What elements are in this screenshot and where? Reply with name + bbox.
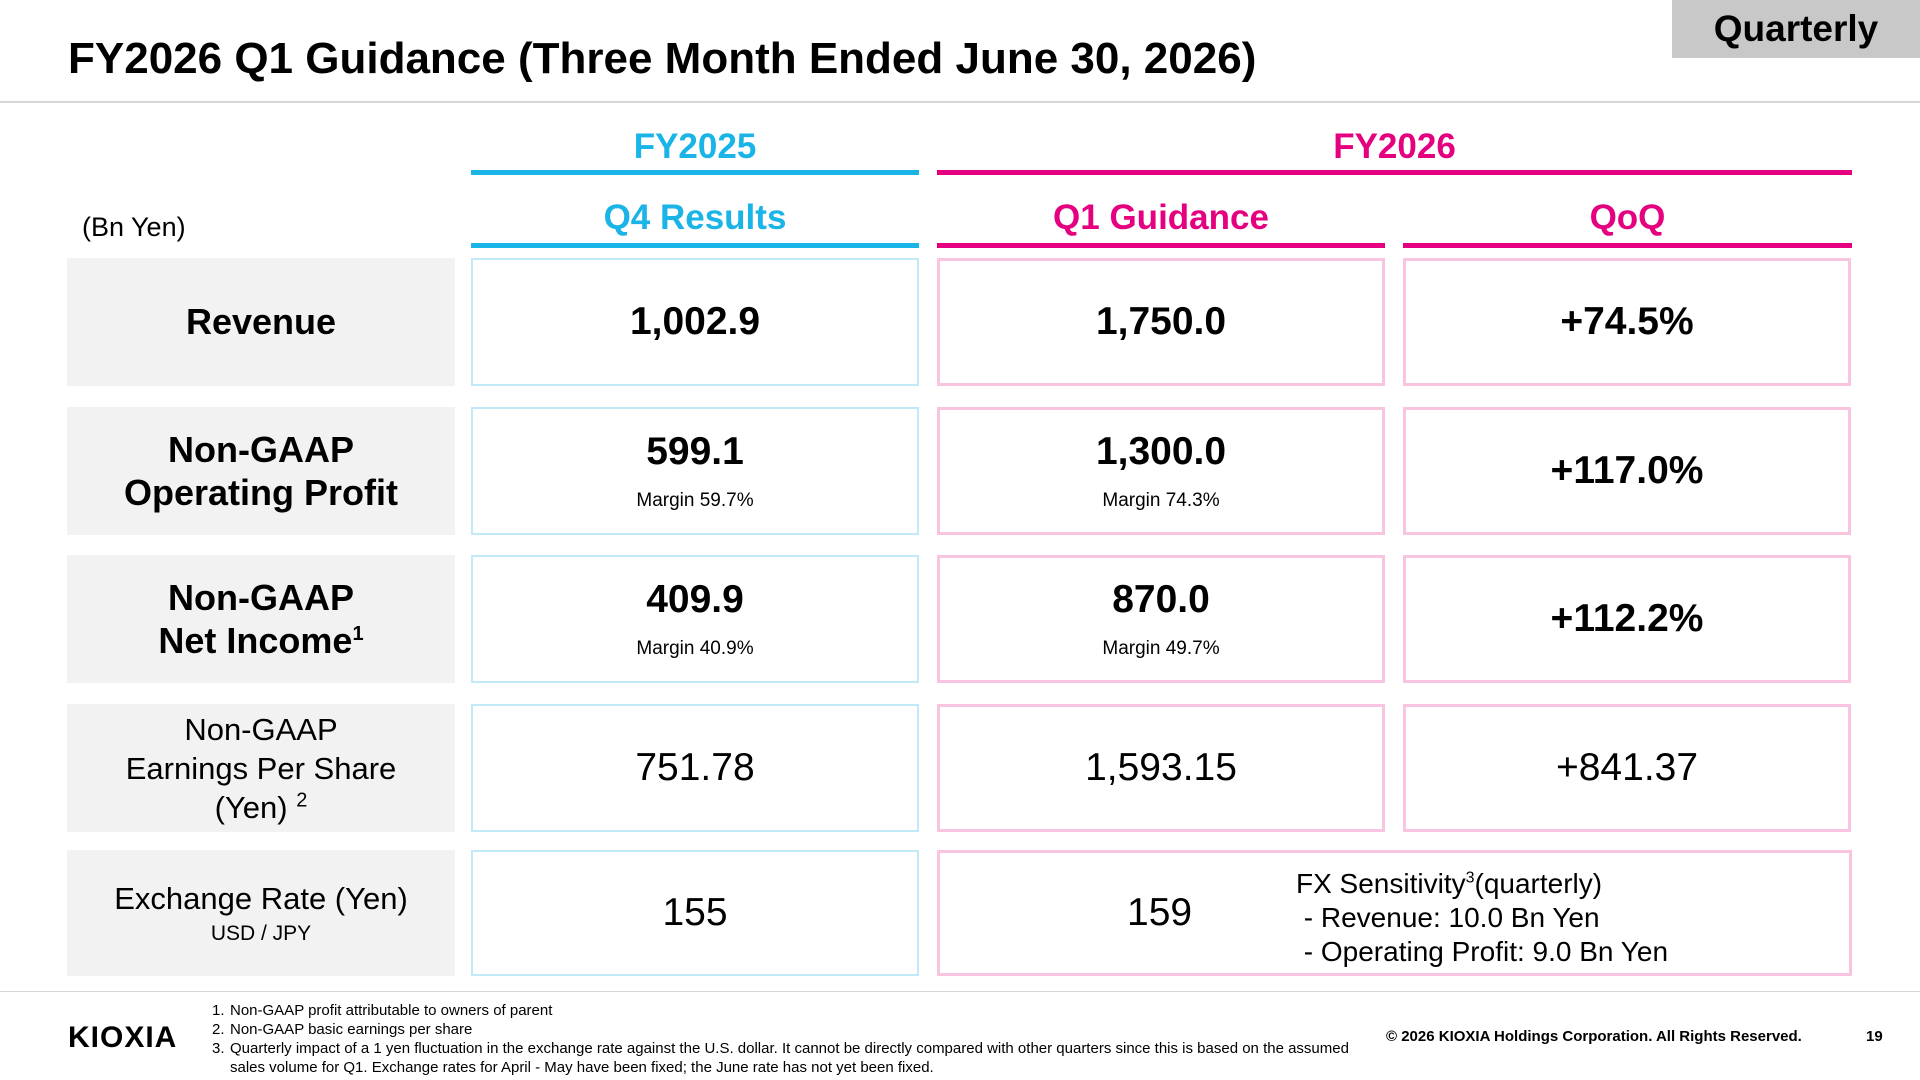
revenue-q1-value: 1,750.0 bbox=[1095, 300, 1227, 343]
footnote-3: 3. Quarterly impact of a 1 yen fluctuatio… bbox=[212, 1040, 1349, 1076]
fx-sensitivity-note: FX Sensitivity3(quarterly) - Revenue: 10… bbox=[1296, 867, 1668, 969]
eps-q1-cell: 1,593.15 bbox=[937, 704, 1385, 832]
op-q1-margin: Margin 74.3% bbox=[1102, 490, 1220, 511]
qoq-header-line bbox=[1403, 243, 1852, 248]
ni-q4-margin: Margin 40.9% bbox=[636, 638, 754, 659]
q4-results-header: Q4 Results bbox=[603, 198, 787, 237]
eps-q4-cell: 751.78 bbox=[471, 704, 919, 832]
eps-q1-value: 1,593.15 bbox=[1085, 746, 1237, 789]
footnote-2: 2. Non-GAAP basic earnings per share bbox=[212, 1021, 473, 1038]
eps-qoq-cell: +841.37 bbox=[1403, 704, 1851, 832]
fx-q4-value: 155 bbox=[662, 891, 728, 934]
revenue-qoq-cell: +74.5% bbox=[1403, 258, 1851, 386]
eps-q4-value: 751.78 bbox=[635, 746, 755, 789]
fx-note-operating-profit: - Operating Profit: 9.0 Bn Yen bbox=[1296, 936, 1669, 967]
fx-note-title: FX Sensitivity bbox=[1296, 868, 1466, 899]
eps-footnote-marker: 2 bbox=[296, 789, 308, 812]
op-q4-value: 599.1 bbox=[646, 430, 744, 473]
row-label-exchange-rate: Exchange Rate (Yen) USD / JPY bbox=[67, 850, 455, 976]
q4-results-header-line bbox=[471, 243, 919, 248]
page-title: FY2026 Q1 Guidance (Three Month Ended Ju… bbox=[68, 34, 1257, 83]
qoq-header: QoQ bbox=[1589, 198, 1666, 237]
fx-note-marker: 3 bbox=[1465, 869, 1475, 887]
fx-q1-cell: 159 FX Sensitivity3(quarterly) - Revenue… bbox=[937, 850, 1852, 976]
fx-label: Exchange Rate (Yen) bbox=[114, 880, 408, 916]
ni-label-line2: Net Income bbox=[158, 620, 353, 661]
ni-q1-cell: 870.0 Margin 49.7% bbox=[937, 555, 1385, 683]
row-label-eps: Non-GAAP Earnings Per Share (Yen) 2 bbox=[67, 704, 455, 832]
copyright: © 2026 KIOXIA Holdings Corporation. All … bbox=[1386, 1028, 1802, 1045]
unit-label: (Bn Yen) bbox=[82, 212, 186, 242]
ni-q1-value: 870.0 bbox=[1112, 578, 1210, 621]
revenue-label: Revenue bbox=[185, 301, 337, 343]
fy2025-header-line bbox=[471, 170, 919, 175]
row-label-revenue: Revenue bbox=[67, 258, 455, 386]
fx-q1-value: 159 bbox=[1127, 891, 1193, 934]
kioxia-logo: KIOXIA bbox=[68, 1021, 178, 1054]
row-label-operating-profit: Non-GAAP Operating Profit bbox=[67, 407, 455, 535]
op-qoq-value: +117.0% bbox=[1550, 449, 1704, 492]
op-qoq-cell: +117.0% bbox=[1403, 407, 1851, 535]
fx-sublabel: USD / JPY bbox=[210, 922, 312, 945]
quarterly-badge: Quarterly bbox=[1672, 0, 1920, 58]
fx-note-title-suffix: (quarterly) bbox=[1474, 868, 1603, 899]
fy2026-header-line bbox=[937, 170, 1852, 175]
ni-q4-cell: 409.9 Margin 40.9% bbox=[471, 555, 919, 683]
fy2025-header: FY2025 bbox=[633, 127, 757, 166]
ni-q4-value: 409.9 bbox=[646, 578, 744, 621]
ni-footnote-marker: 1 bbox=[352, 623, 364, 645]
op-label-line2: Operating Profit bbox=[123, 472, 398, 513]
footnotes: 1. Non-GAAP profit attributable to owners… bbox=[212, 1001, 1372, 1077]
fy2026-header: FY2026 bbox=[1333, 127, 1456, 166]
eps-label-line1: Non-GAAP bbox=[184, 711, 338, 747]
page-number: 19 bbox=[1866, 1028, 1883, 1045]
fx-note-revenue: - Revenue: 10.0 Bn Yen bbox=[1296, 902, 1600, 933]
ni-q1-margin: Margin 49.7% bbox=[1102, 638, 1220, 659]
op-label-line1: Non-GAAP bbox=[168, 428, 354, 470]
op-q1-cell: 1,300.0 Margin 74.3% bbox=[937, 407, 1385, 535]
footnote-1: 1. Non-GAAP profit attributable to owners… bbox=[212, 1002, 553, 1019]
fx-q4-cell: 155 bbox=[471, 850, 919, 976]
q1-guidance-header: Q1 Guidance bbox=[1053, 198, 1269, 237]
eps-label-line3: (Yen) bbox=[214, 789, 297, 825]
op-q4-margin: Margin 59.7% bbox=[636, 490, 754, 511]
revenue-qoq-value: +74.5% bbox=[1560, 300, 1694, 343]
revenue-q1-cell: 1,750.0 bbox=[937, 258, 1385, 386]
ni-qoq-cell: +112.2% bbox=[1403, 555, 1851, 683]
ni-label-line1: Non-GAAP bbox=[168, 576, 354, 618]
footer-divider bbox=[0, 991, 1920, 992]
eps-qoq-value: +841.37 bbox=[1555, 746, 1699, 789]
row-label-net-income: Non-GAAP Net Income1 bbox=[67, 555, 455, 683]
revenue-q4-value: 1,002.9 bbox=[629, 300, 761, 343]
ni-qoq-value: +112.2% bbox=[1550, 597, 1704, 640]
eps-label-line2: Earnings Per Share bbox=[125, 750, 397, 786]
header-divider bbox=[0, 101, 1920, 103]
revenue-q4-cell: 1,002.9 bbox=[471, 258, 919, 386]
q1-guidance-header-line bbox=[937, 243, 1385, 248]
op-q4-cell: 599.1 Margin 59.7% bbox=[471, 407, 919, 535]
op-q1-value: 1,300.0 bbox=[1095, 430, 1227, 473]
